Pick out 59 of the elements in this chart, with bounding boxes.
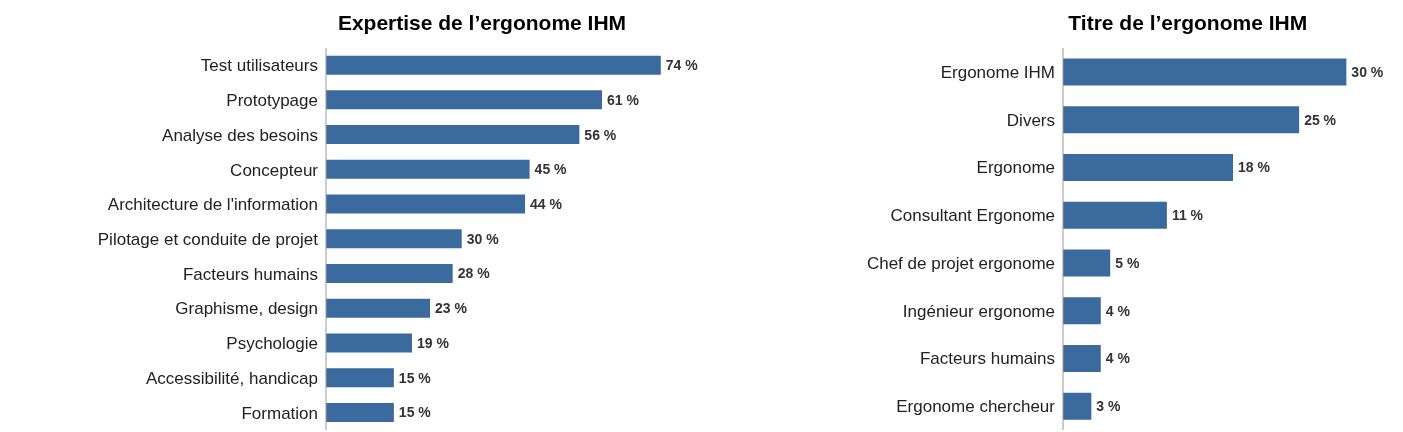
data-label: 56 % [584,126,617,143]
y-tick-label: Prototypage [226,91,318,111]
data-label: 15 % [398,369,432,386]
data-label: 4 % [1105,350,1131,367]
bar [326,90,602,110]
bar [1063,154,1234,182]
bar [326,125,580,145]
data-label: 18 % [1238,159,1271,176]
bar [326,55,661,75]
bar [1063,345,1101,373]
y-tick-label: Ergonome chercheur [896,397,1056,417]
bar [1063,249,1111,277]
y-tick-label: Accessibilité, handicap [146,368,318,388]
y-tick-label: Psychologie [226,334,318,354]
y-tick-label: Ergonome [976,158,1055,178]
bar [326,298,431,318]
y-tick-label: Architecture de l'information [107,195,318,215]
y-tick-label: Facteurs humains [919,349,1055,369]
data-label: 11 % [1171,207,1204,224]
data-label: 28 % [457,265,491,282]
bar [326,159,530,179]
y-tick-label: Ergonome IHM [940,62,1055,82]
bar [326,264,453,283]
bar [326,368,394,388]
y-tick-label: Consultant Ergonome [890,206,1055,226]
y-tick-label: Test utilisateurs [200,56,318,76]
data-label: 30 % [466,230,500,247]
bar [1063,392,1092,420]
y-tick-label: Graphisme, design [175,299,318,319]
data-label: 5 % [1115,254,1140,271]
y-tick-label: Concepteur [230,160,319,180]
data-label: 19 % [416,334,450,351]
bar [326,402,394,422]
chart-title: Titre de l’ergonome IHM [1067,10,1309,36]
data-label: 15 % [398,404,432,421]
bar [326,333,412,353]
data-label: 30 % [1351,63,1384,80]
data-label: 44 % [530,196,563,213]
data-label: 25 % [1304,111,1337,128]
data-label: 3 % [1096,398,1122,415]
y-tick-label: Chef de projet ergonome [866,253,1055,273]
data-label: 61 % [606,91,640,108]
chart-title: Expertise de l’ergonome IHM [336,10,628,36]
bar [1063,201,1167,229]
bar [1063,106,1300,134]
bar [1063,58,1347,86]
data-label: 74 % [665,57,699,74]
bar [326,229,462,249]
data-label: 45 % [534,161,568,178]
y-tick-label: Facteurs humains [182,264,318,284]
y-tick-label: Ingénieur ergonome [902,301,1055,321]
y-tick-label: Formation [241,403,318,423]
bar [326,194,526,214]
data-label: 23 % [435,300,468,317]
y-tick-label: Analyse des besoins [162,125,318,145]
y-tick-label: Divers [1006,110,1055,130]
y-tick-label: Pilotage et conduite de projet [97,230,319,250]
data-label: 4 % [1105,302,1131,319]
bar [1063,297,1101,325]
